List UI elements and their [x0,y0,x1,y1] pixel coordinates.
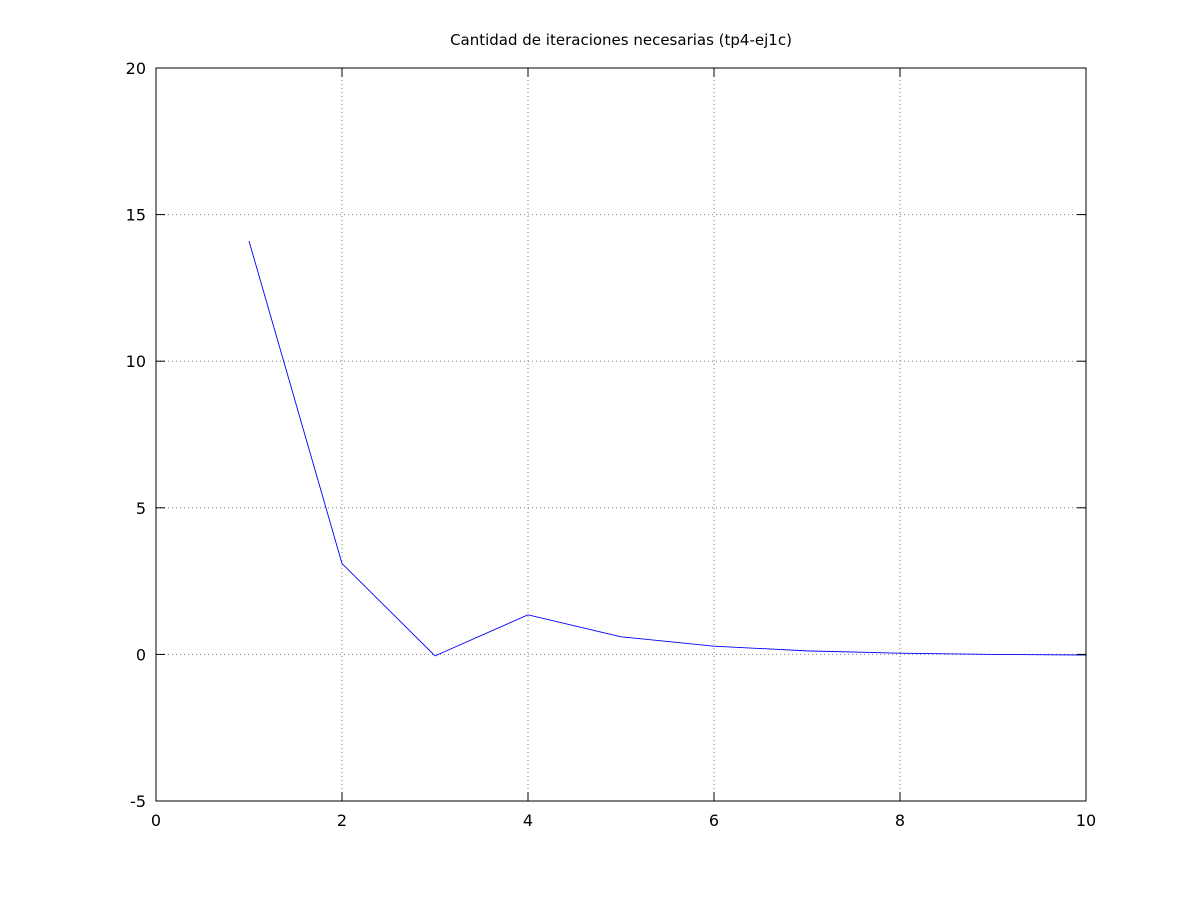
x-tick-label: 8 [895,811,905,830]
y-tick-label: -5 [130,792,146,811]
x-tick-labels: 0 2 4 6 8 10 [151,811,1096,830]
x-tick-label: 10 [1076,811,1096,830]
x-tick-label: 2 [337,811,347,830]
y-tick-label: 20 [126,59,146,78]
y-tick-label: 10 [126,352,146,371]
grid [156,68,1086,801]
x-tick-label: 6 [709,811,719,830]
ticks [155,67,1087,802]
y-tick-label: 15 [126,206,146,225]
plot-frame [155,67,1087,802]
y-tick-label: 5 [136,499,146,518]
x-tick-label: 0 [151,811,161,830]
series-line [248,240,1087,657]
series-layer [248,240,1087,657]
chart-title: Cantidad de iteraciones necesarias (tp4-… [450,31,792,49]
y-tick-label: 0 [136,645,146,664]
x-tick-label: 4 [523,811,533,830]
y-tick-labels: -5 0 5 10 15 20 [126,59,146,811]
